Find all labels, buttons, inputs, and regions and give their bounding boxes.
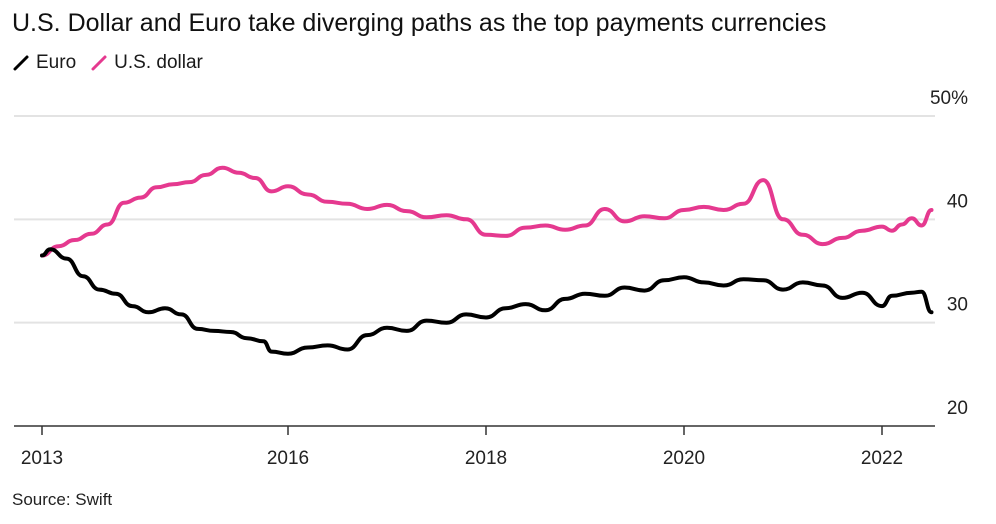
x-tick-label-2016: 2016: [267, 448, 309, 469]
series-lines: [40, 165, 934, 356]
source-note: Source: Swift: [12, 490, 113, 509]
legend-label-euro: Euro: [36, 52, 77, 73]
series-line-euro: [40, 247, 934, 356]
x-tick-label-2022: 2022: [861, 448, 903, 469]
legend-label-usd: U.S. dollar: [114, 52, 203, 73]
legend-item-usd: U.S. dollar: [90, 52, 203, 74]
y-tick-label-30: 30: [947, 295, 968, 316]
x-axis: [14, 425, 935, 435]
legend-swatch-euro-icon: [13, 55, 29, 71]
grid-lines: [14, 115, 935, 324]
x-tick-label-2013: 2013: [21, 448, 63, 469]
series-line-us-dollar: [40, 165, 934, 258]
x-tick-label-2020: 2020: [663, 448, 705, 469]
legend-swatch-usd-icon: [91, 55, 107, 71]
axis-labels: 50% 40 30 20 2013 2016 2018 2020 2022: [21, 88, 968, 469]
x-tick-label-2018: 2018: [465, 448, 507, 469]
y-tick-label-40: 40: [947, 191, 968, 212]
legend-item-euro: Euro: [12, 52, 76, 74]
chart-legend: Euro U.S. dollar: [12, 52, 211, 74]
y-tick-label-20: 20: [947, 398, 968, 419]
chart-title: U.S. Dollar and Euro take diverging path…: [12, 9, 827, 37]
y-tick-label-50: 50%: [930, 88, 968, 109]
